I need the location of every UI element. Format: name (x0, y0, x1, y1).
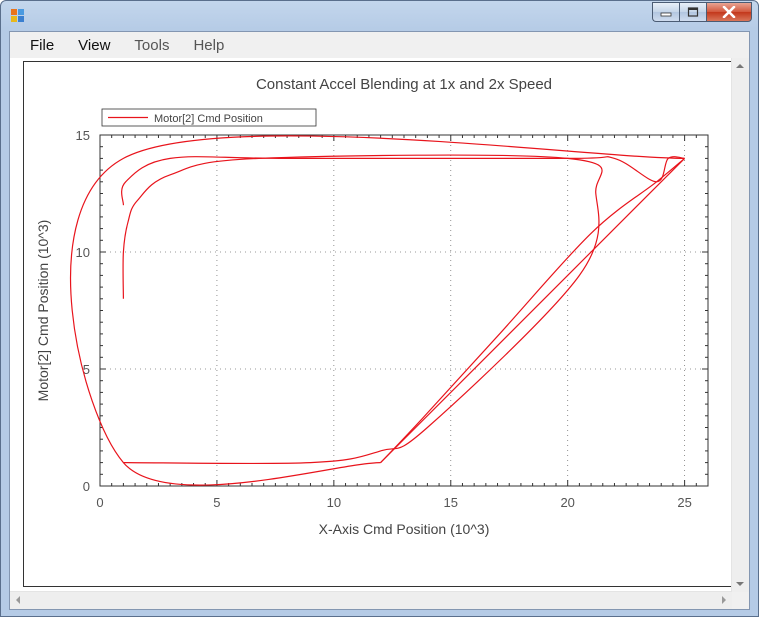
menu-bar: File View Tools Help (10, 32, 749, 58)
menu-view[interactable]: View (78, 36, 111, 54)
title-bar[interactable] (1, 1, 758, 31)
legend: Motor[2] Cmd Position (101, 108, 317, 127)
minimize-button[interactable] (652, 2, 679, 22)
y-tick-label: 15 (76, 128, 90, 143)
scroll-left-icon[interactable] (16, 596, 20, 604)
y-tick-label: 10 (76, 245, 90, 260)
menu-file[interactable]: File (30, 36, 55, 54)
scroll-right-icon[interactable] (722, 596, 726, 604)
close-icon (722, 6, 736, 18)
series-line (122, 154, 603, 465)
close-button[interactable] (706, 2, 752, 22)
scrollbar-corner (732, 592, 749, 609)
client-area: File View Tools Help 0 5 10 15 20 25 0 5 10 15 Co… (9, 31, 750, 610)
plot-frame (99, 134, 709, 487)
y-axis-label: Motor[2] Cmd Position (10^3) (35, 220, 51, 402)
minimize-icon (660, 12, 672, 17)
maximize-icon (687, 7, 699, 17)
menu-tools[interactable]: Tools (134, 36, 170, 54)
menu-help[interactable]: Help (193, 36, 225, 54)
x-tick-label: 20 (560, 495, 574, 510)
scroll-down-icon[interactable] (736, 582, 744, 586)
chart-panel: 0 5 10 15 20 25 0 5 10 15 Constant Accel Blending… (23, 61, 732, 587)
x-tick-label: 25 (677, 495, 691, 510)
legend-box (101, 108, 317, 127)
series-line (380, 157, 686, 464)
x-tick-label: 10 (327, 495, 341, 510)
chart-title: Constant Accel Blending at 1x and 2x Spe… (256, 76, 552, 93)
x-axis-label: X-Axis Cmd Position (10^3) (319, 521, 490, 537)
maximize-button[interactable] (679, 2, 706, 22)
horizontal-scrollbar[interactable] (10, 591, 732, 609)
app-icon[interactable] (11, 9, 25, 23)
y-tick-label: 5 (83, 362, 90, 377)
scrollable-view: 0 5 10 15 20 25 0 5 10 15 Constant Accel Blending… (10, 58, 749, 609)
vertical-scrollbar[interactable] (731, 58, 749, 592)
chart: 0 5 10 15 20 25 0 5 10 15 Constant Accel Blending… (35, 76, 709, 537)
series-line (121, 156, 685, 206)
x-tick-label: 5 (213, 495, 220, 510)
y-tick-label: 0 (83, 479, 90, 494)
series-line (70, 135, 685, 486)
scroll-up-icon[interactable] (736, 64, 744, 68)
x-tick-label: 0 (96, 495, 103, 510)
legend-label: Motor[2] Cmd Position (154, 113, 263, 125)
window-controls (652, 2, 752, 22)
x-tick-label: 15 (444, 495, 458, 510)
